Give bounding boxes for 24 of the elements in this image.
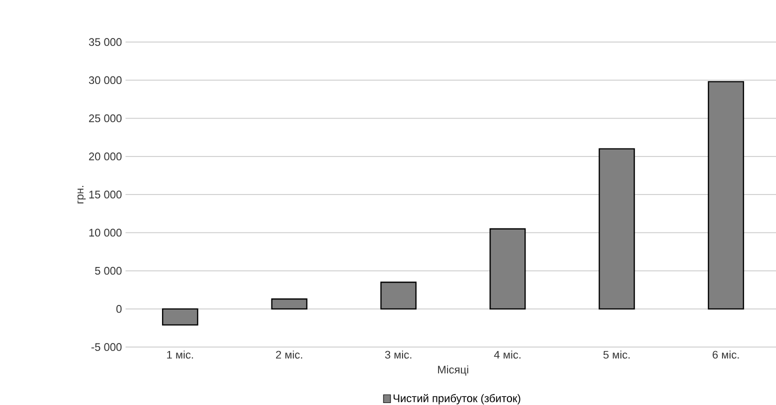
y-axis-title: грн. (78, 186, 86, 204)
legend-label: Чистий прибуток (збиток) (394, 394, 520, 404)
bar (162, 308, 198, 326)
x-tick-label: 2 міс. (276, 350, 302, 359)
y-tick-label: 20 000 (89, 152, 122, 160)
bar (380, 282, 417, 310)
bar (490, 228, 526, 310)
y-tick-label: 10 000 (89, 228, 122, 237)
y-tick-label: 5 000 (95, 266, 122, 275)
x-tick-label: 6 міс. (712, 350, 739, 359)
y-tick-label: 35 000 (88, 38, 122, 46)
x-tick-label: 1 міс. (167, 350, 193, 359)
y-tick-label: 30 000 (88, 76, 122, 84)
bar (708, 81, 744, 310)
bar (271, 298, 308, 310)
bar (598, 148, 635, 310)
y-tick-label: -5 000 (91, 343, 122, 351)
y-tick-label: 15 000 (89, 190, 122, 198)
y-tick-label: 0 (116, 305, 122, 313)
y-tick-label: 25 000 (89, 114, 122, 122)
x-tick-label: 4 міс. (494, 350, 520, 359)
x-axis-title: Місяці (438, 365, 468, 376)
x-tick-label: 3 міс. (385, 350, 412, 359)
x-tick-label: 5 міс. (603, 350, 630, 359)
